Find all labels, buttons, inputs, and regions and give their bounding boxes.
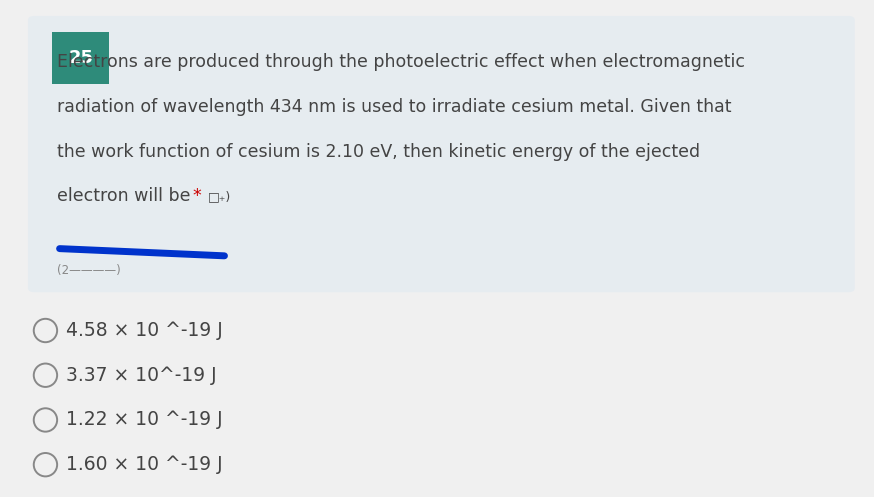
Point [38, 416, 52, 424]
Text: 1.60 × 10 ^-19 J: 1.60 × 10 ^-19 J [66, 455, 222, 474]
Point [38, 327, 52, 334]
FancyBboxPatch shape [28, 16, 855, 292]
Text: 3.37 × 10^-19 J: 3.37 × 10^-19 J [66, 366, 216, 385]
Text: electron will be: electron will be [57, 187, 196, 205]
Text: 4.58 × 10 ^-19 J: 4.58 × 10 ^-19 J [66, 321, 222, 340]
Text: radiation of wavelength 434 nm is used to irradiate cesium metal. Given that: radiation of wavelength 434 nm is used t… [57, 98, 732, 116]
Text: the work function of cesium is 2.10 eV, then kinetic energy of the ejected: the work function of cesium is 2.10 eV, … [57, 143, 700, 161]
Point [38, 461, 52, 469]
Point [38, 371, 52, 379]
Text: □₊): □₊) [208, 190, 232, 203]
FancyBboxPatch shape [52, 32, 109, 84]
Text: *: * [192, 187, 201, 205]
Text: Electrons are produced through the photoelectric effect when electromagnetic: Electrons are produced through the photo… [57, 53, 745, 71]
Text: (2————): (2————) [57, 264, 121, 277]
Text: 25: 25 [68, 49, 94, 68]
Text: 1.22 × 10 ^-19 J: 1.22 × 10 ^-19 J [66, 411, 222, 429]
